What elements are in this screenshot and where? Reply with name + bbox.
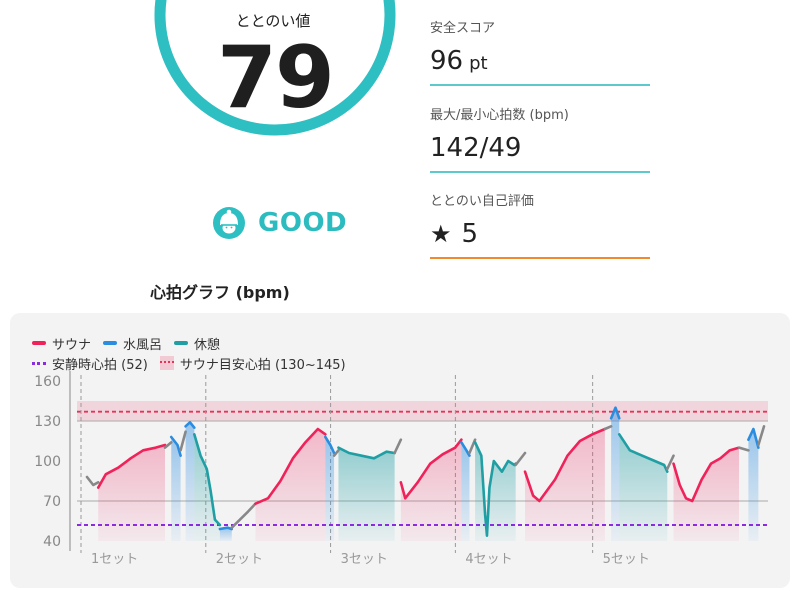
- area-sauna-19: [525, 429, 605, 541]
- y-tick-label-130: 130: [34, 414, 61, 430]
- line-sauna-9: [254, 427, 327, 505]
- chart-legend: サウナ 水風呂 休憩 安静時心拍 (52) サウナ目安心拍 (130~145): [32, 333, 346, 373]
- line-transition-4: [179, 430, 187, 452]
- score-label: ととのい値: [235, 12, 311, 30]
- area-sauna-1: [98, 445, 165, 541]
- set-label-5: 5セット: [603, 552, 650, 567]
- area-water-10: [325, 437, 335, 541]
- line-transition-25: [737, 446, 750, 452]
- legend-item-target: サウナ目安心拍 (130~145): [159, 354, 346, 373]
- line-rest-6: [193, 433, 222, 527]
- safety-score-value: 96: [430, 46, 464, 76]
- legend-swatch-resting-hr: [32, 361, 46, 365]
- heart-rate-chart: 40 70 100 130 160 1セット 2セット 3セット 4セット 5セット: [34, 371, 768, 567]
- line-transition-2: [163, 441, 173, 449]
- heart-rate-chart-card: 40 70 100 130 160 1セット 2セット 3セット 4セット 5セット サウナ 水風…: [10, 313, 790, 588]
- set-label-1: 1セット: [91, 552, 138, 567]
- area-sauna-24: [673, 447, 740, 541]
- legend-label-target: サウナ目安心拍 (130~145): [179, 357, 346, 373]
- heart-rate-label: 最大/最小心拍数 (bpm): [430, 108, 569, 123]
- line-rest-12: [337, 446, 396, 460]
- legend-label-resting-hr: 安静時心拍 (52): [52, 357, 148, 373]
- area-water-3: [171, 437, 181, 541]
- area-rest-12: [338, 447, 395, 541]
- line-transition-20: [603, 425, 613, 431]
- line-transition-23: [665, 454, 675, 471]
- legend-swatch-sauna: [32, 341, 46, 345]
- area-water-7: [219, 527, 232, 541]
- line-water-7: [218, 526, 234, 531]
- legend-swatch-target: [159, 356, 174, 370]
- line-water-10: [324, 435, 336, 455]
- score-ring: [154, 0, 396, 136]
- area-water-15: [461, 442, 470, 541]
- area-sauna-14: [400, 439, 462, 541]
- line-transition-11: [332, 449, 340, 457]
- legend-item-rest: 休憩: [174, 334, 220, 353]
- legend-label-sauna: サウナ: [52, 337, 92, 353]
- legend-swatch-water: [103, 341, 118, 345]
- score-ring-progress: [154, 0, 396, 136]
- star-icon: ★: [430, 220, 452, 248]
- self-eval-metric[interactable]: ととのい自己評価 ★ 5: [430, 190, 650, 259]
- line-transition-13: [393, 438, 403, 455]
- legend-item-resting-hr: 安静時心拍 (52): [32, 354, 148, 373]
- set-label-4: 4セット: [465, 552, 512, 567]
- line-transition-8: [230, 502, 257, 529]
- self-eval-value: 5: [461, 219, 479, 249]
- area-rest-22: [619, 434, 668, 541]
- legend-item-sauna: サウナ: [32, 334, 91, 353]
- line-water-21: [609, 406, 621, 420]
- line-water-5: [184, 421, 196, 429]
- legend-label-rest: 休憩: [194, 337, 221, 353]
- legend-swatch-rest: [174, 341, 189, 345]
- set-label-2: 2セット: [216, 552, 263, 567]
- line-sauna-24: [672, 446, 741, 503]
- grade-text: GOOD: [258, 208, 348, 238]
- line-water-26: [747, 427, 760, 449]
- safety-score-underline: [430, 84, 650, 86]
- line-water-3: [169, 435, 182, 457]
- line-transition-18: [514, 451, 527, 467]
- y-tick-label-160: 160: [34, 374, 61, 390]
- heart-rate-value: 142/49: [430, 133, 522, 163]
- set-label-3: 3セット: [341, 552, 388, 567]
- line-rest-17: [473, 441, 517, 537]
- y-tick-label-100: 100: [34, 454, 61, 470]
- line-transition-27: [757, 425, 766, 447]
- line-rest-22: [617, 433, 669, 473]
- line-water-15: [460, 441, 471, 457]
- score-value: 79: [217, 28, 335, 128]
- safety-score-unit: pt: [469, 53, 488, 74]
- legend-item-water: 水風呂: [103, 334, 162, 353]
- self-eval-underline: [430, 257, 650, 259]
- self-eval-label: ととのい自己評価: [430, 194, 534, 209]
- area-water-21: [611, 407, 620, 541]
- sauna-hat-icon: [213, 207, 245, 239]
- legend-label-water: 水風呂: [123, 337, 163, 353]
- line-transition-0: [85, 475, 100, 487]
- y-tick-label-70: 70: [43, 494, 61, 510]
- area-water-26: [748, 429, 759, 541]
- heart-rate-metric: 最大/最小心拍数 (bpm) 142/49: [430, 104, 650, 173]
- line-sauna-14: [399, 438, 463, 500]
- y-tick-label-40: 40: [43, 534, 61, 550]
- line-sauna-19: [523, 427, 607, 503]
- safety-score-label: 安全スコア: [430, 21, 496, 36]
- line-sauna-1: [96, 443, 167, 489]
- graph-title: 心拍グラフ (bpm): [150, 283, 290, 302]
- safety-score-metric: 安全スコア 96 pt: [430, 17, 650, 86]
- area-water-5: [185, 422, 195, 541]
- grade-badge: GOOD: [212, 204, 347, 242]
- heart-rate-underline: [430, 171, 650, 173]
- area-sauna-9: [255, 429, 326, 541]
